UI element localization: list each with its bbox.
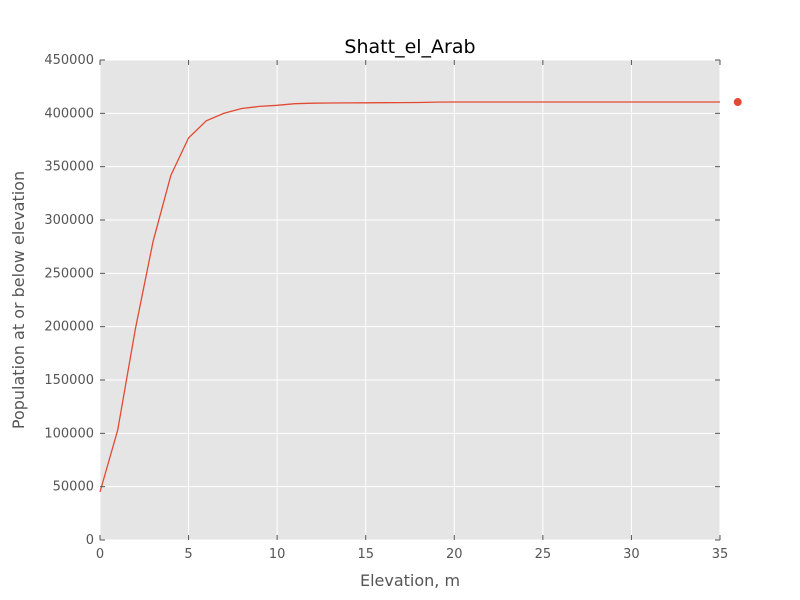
y-tick-label: 50000 [53, 480, 94, 495]
x-tick-label: 35 [712, 547, 729, 562]
y-tick-label: 0 [86, 533, 94, 548]
x-tick-label: 10 [269, 547, 286, 562]
x-tick-label: 5 [184, 547, 192, 562]
grid [99, 59, 721, 541]
x-tick-label: 25 [535, 547, 552, 562]
y-tick-label: 150000 [44, 373, 94, 388]
data-point-marker [733, 98, 742, 107]
chart-title: Shatt_el_Arab [344, 36, 475, 58]
y-tick-label: 100000 [44, 426, 94, 441]
y-tick-label: 300000 [44, 213, 94, 228]
y-tick-label: 400000 [44, 106, 94, 121]
x-tick-label: 15 [357, 547, 374, 562]
series-line [99, 101, 720, 493]
series-layer [99, 101, 720, 493]
y-tick-label: 200000 [44, 320, 94, 335]
x-axis-label: Elevation, m [360, 571, 460, 590]
y-axis-label: Population at or below elevation [9, 171, 28, 429]
x-tick-label: 20 [446, 547, 463, 562]
y-tick-label: 250000 [44, 266, 94, 281]
ticks: 0 5 10 15 20 25 30 35 0 50000 100000 150000 200000 25… [44, 53, 728, 562]
y-tick-label: 350000 [44, 160, 94, 175]
plot-area [100, 60, 720, 540]
x-tick-label: 0 [96, 547, 104, 562]
y-tick-label: 450000 [44, 53, 94, 68]
x-tick-label: 30 [623, 547, 640, 562]
